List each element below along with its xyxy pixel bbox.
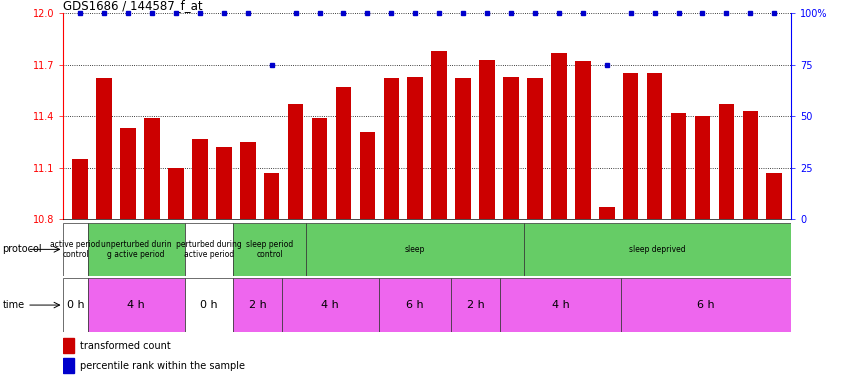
Bar [527, 78, 542, 219]
Bar [63, 338, 74, 353]
Text: 6 h: 6 h [697, 300, 715, 310]
Text: sleep deprived: sleep deprived [629, 245, 686, 254]
Bar [288, 104, 304, 219]
Bar [88, 278, 184, 332]
Bar [671, 113, 686, 219]
Bar [233, 223, 306, 276]
Bar [695, 116, 711, 219]
Text: perturbed during
active period: perturbed during active period [176, 240, 242, 259]
Bar [88, 223, 184, 276]
Bar [766, 173, 782, 219]
Bar [312, 118, 327, 219]
Bar [233, 278, 282, 332]
Bar [144, 118, 160, 219]
Bar [306, 223, 525, 276]
Bar [480, 60, 495, 219]
Bar [336, 87, 351, 219]
Bar [120, 128, 136, 219]
Bar [192, 139, 207, 219]
Bar [63, 223, 88, 276]
Bar [647, 73, 662, 219]
Bar [240, 142, 255, 219]
Text: 2 h: 2 h [467, 300, 485, 310]
Bar [282, 278, 379, 332]
Bar [743, 111, 758, 219]
Bar [455, 78, 471, 219]
Text: 4 h: 4 h [552, 300, 569, 310]
Bar [408, 77, 423, 219]
Bar [216, 147, 232, 219]
Bar [621, 278, 791, 332]
Text: 6 h: 6 h [406, 300, 424, 310]
Text: unperturbed durin
g active period: unperturbed durin g active period [101, 240, 172, 259]
Bar [184, 223, 233, 276]
Text: percentile rank within the sample: percentile rank within the sample [80, 360, 245, 370]
Text: 0 h: 0 h [67, 300, 85, 310]
Text: 0 h: 0 h [201, 300, 217, 310]
Bar [525, 223, 791, 276]
Bar [500, 278, 621, 332]
Bar [599, 207, 614, 219]
Bar [168, 168, 184, 219]
Bar [431, 51, 447, 219]
Bar [575, 61, 591, 219]
Bar [96, 78, 112, 219]
Bar [718, 104, 734, 219]
Bar [452, 278, 500, 332]
Bar [360, 132, 375, 219]
Text: sleep period
control: sleep period control [246, 240, 294, 259]
Text: protocol: protocol [3, 244, 42, 254]
Bar [551, 53, 567, 219]
Text: time: time [3, 300, 25, 310]
Text: GDS1686 / 144587_f_at: GDS1686 / 144587_f_at [63, 0, 203, 12]
Bar [264, 173, 279, 219]
Text: 2 h: 2 h [249, 300, 266, 310]
Bar [73, 159, 88, 219]
Text: active period
control: active period control [51, 240, 101, 259]
Text: sleep: sleep [405, 245, 426, 254]
Bar [503, 77, 519, 219]
Text: 4 h: 4 h [128, 300, 145, 310]
Bar [184, 278, 233, 332]
Bar [383, 78, 399, 219]
Bar [63, 278, 88, 332]
Bar [623, 73, 639, 219]
Text: transformed count: transformed count [80, 341, 171, 351]
Bar [379, 278, 452, 332]
Bar [63, 358, 74, 373]
Text: 4 h: 4 h [321, 300, 339, 310]
